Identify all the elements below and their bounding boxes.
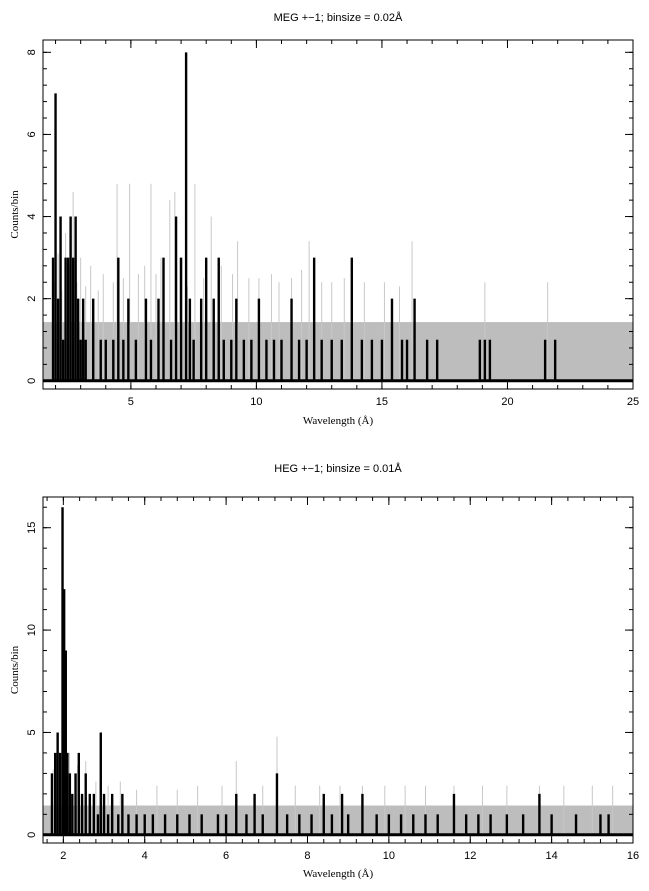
x-tick-label: 6 (223, 850, 229, 862)
chart-panel-1: MEG +−1; binsize = 0.02Å 5 10 15 20 25 0 2 4 6 8 Wa… (9, 11, 639, 427)
x-tick-label: 10 (250, 396, 262, 408)
y-tick-label: 10 (26, 624, 38, 636)
y-tick-label: 6 (26, 131, 38, 137)
chart-title: HEG +−1; binsize = 0.01Å (274, 462, 402, 475)
background-band (43, 322, 633, 381)
x-tick-label: 10 (383, 850, 395, 862)
x-tick-label: 16 (627, 850, 639, 862)
y-tick-label: 8 (26, 49, 38, 55)
data-series (50, 507, 610, 835)
x-tick-label: 12 (464, 850, 476, 862)
y-tick-label: 4 (26, 213, 38, 219)
chart-title: MEG +−1; binsize = 0.02Å (274, 11, 403, 24)
data-series (51, 52, 557, 381)
x-axis-label: Wavelength (Å) (303, 415, 374, 427)
x-tick-label: 8 (304, 850, 310, 862)
x-tick-label: 2 (60, 850, 66, 862)
background-band (43, 805, 633, 835)
x-tick-label: 5 (128, 396, 134, 408)
y-axis-label: Counts/bin (9, 645, 21, 694)
y-axis-label: Counts/bin (9, 190, 21, 239)
y-tick-label: 15 (26, 522, 38, 534)
x-axis-label: Wavelength (Å) (303, 868, 374, 880)
x-tick-label: 4 (142, 850, 148, 862)
y-tick-label: 5 (26, 729, 38, 735)
y-tick-label: 0 (26, 832, 38, 838)
plot-frame (42, 496, 634, 844)
x-tick-label: 20 (501, 396, 513, 408)
x-tick-label: 25 (627, 396, 639, 408)
y-tick-label: 0 (26, 378, 38, 384)
x-tick-label: 15 (376, 396, 388, 408)
chart-panel-2: HEG +−1; binsize = 0.01Å 2 4 6 8 10 12 14 16 0 5 10… (9, 462, 639, 880)
y-tick-label: 2 (26, 296, 38, 302)
x-tick-label: 14 (545, 850, 557, 862)
plot-frame (42, 39, 634, 390)
